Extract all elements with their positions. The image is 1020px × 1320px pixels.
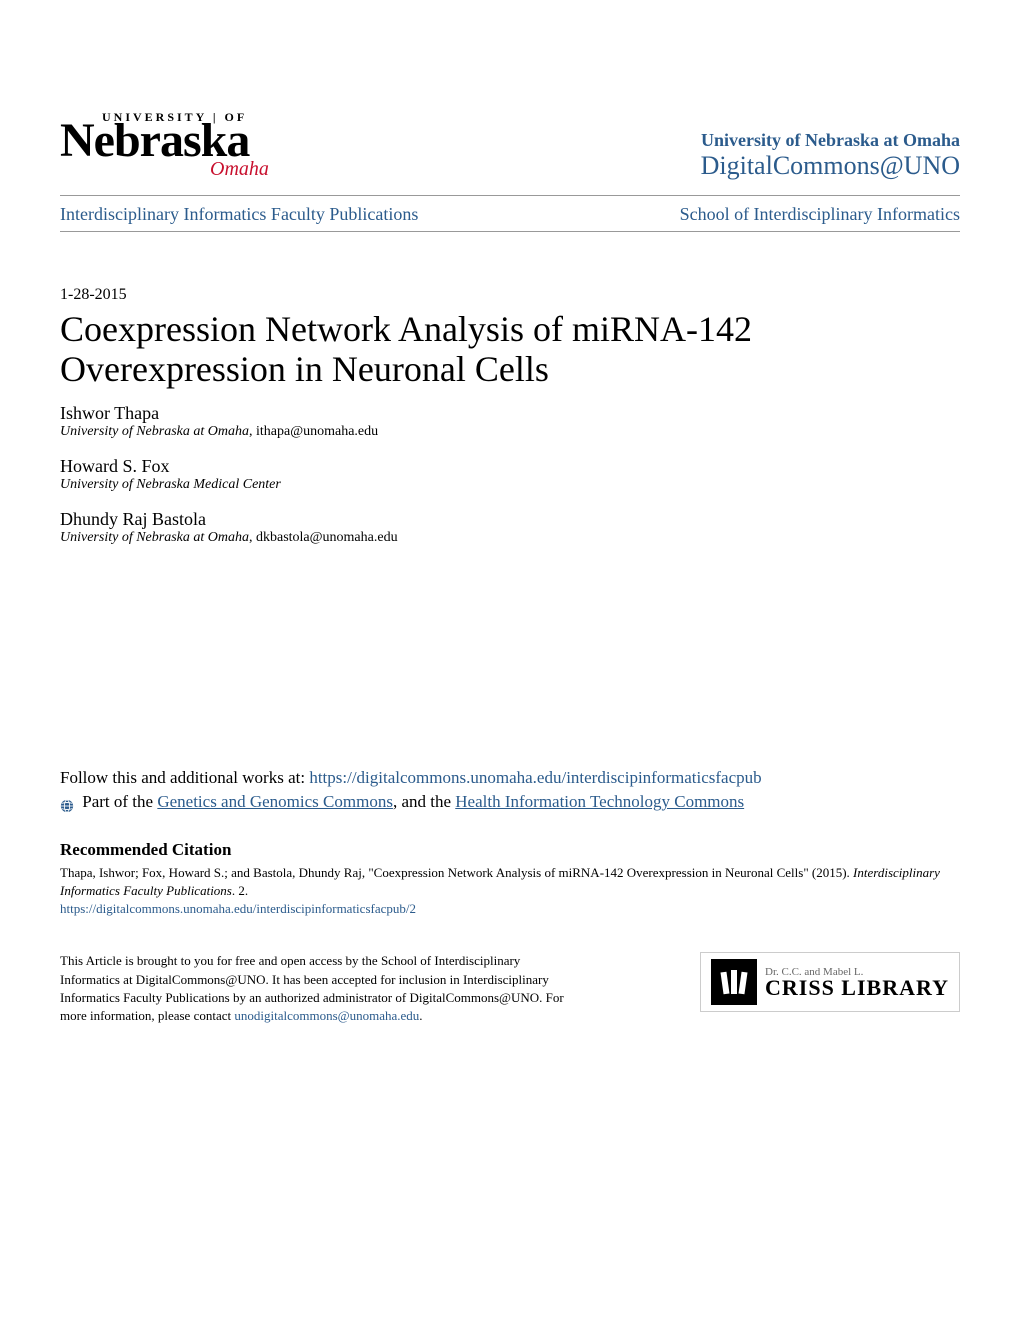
logo-subtext: Omaha — [210, 158, 269, 181]
part-lead: Part of the — [82, 792, 157, 811]
header: UNIVERSITY | OF Nebraska Omaha Universit… — [60, 110, 960, 181]
follow-url-link[interactable]: https://digitalcommons.unomaha.edu/inter… — [309, 768, 761, 787]
author-block-2: Howard S. Fox University of Nebraska Med… — [60, 456, 960, 493]
footer-text-part2: . — [419, 1008, 422, 1023]
logo-text: Nebraska — [60, 119, 249, 162]
university-logo: UNIVERSITY | OF Nebraska Omaha — [60, 110, 269, 181]
contact-email-link[interactable]: unodigitalcommons@unomaha.edu — [234, 1008, 419, 1023]
follow-lead: Follow this and additional works at: — [60, 768, 309, 787]
author-name: Ishwor Thapa — [60, 403, 960, 424]
institution-block: University of Nebraska at Omaha DigitalC… — [701, 130, 960, 181]
globe-icon — [60, 796, 74, 810]
collection-link[interactable]: Interdisciplinary Informatics Faculty Pu… — [60, 204, 418, 225]
author-block-1: Ishwor Thapa University of Nebraska at O… — [60, 403, 960, 440]
commons-joiner: , and the — [393, 792, 455, 811]
author-name: Howard S. Fox — [60, 456, 960, 477]
citation-text-part1: Thapa, Ishwor; Fox, Howard S.; and Basto… — [60, 865, 853, 880]
divider-top — [60, 195, 960, 196]
commons-link-2[interactable]: Health Information Technology Commons — [455, 792, 744, 811]
author-block-3: Dhundy Raj Bastola University of Nebrask… — [60, 509, 960, 546]
author-affiliation: University of Nebraska Medical Center — [60, 477, 960, 493]
footer: This Article is brought to you for free … — [60, 952, 960, 1025]
citation-text-part2: . 2. — [232, 883, 248, 898]
citation-header: Recommended Citation — [60, 840, 960, 860]
citation-url-link[interactable]: https://digitalcommons.unomaha.edu/inter… — [60, 901, 416, 916]
follow-line: Follow this and additional works at: htt… — [60, 766, 960, 790]
footer-text: This Article is brought to you for free … — [60, 952, 580, 1025]
institution-link[interactable]: University of Nebraska at Omaha — [701, 130, 960, 151]
library-icon — [711, 959, 757, 1005]
library-name: CRISS LIBRARY — [765, 978, 949, 998]
citation-text: Thapa, Ishwor; Fox, Howard S.; and Basto… — [60, 864, 960, 900]
commons-line: Part of the Genetics and Genomics Common… — [60, 790, 960, 814]
article-title: Coexpression Network Analysis of miRNA-1… — [60, 310, 960, 389]
author-affiliation: University of Nebraska at Omaha, dkbasto… — [60, 530, 960, 546]
commons-link-1[interactable]: Genetics and Genomics Commons — [157, 792, 393, 811]
repository-link[interactable]: DigitalCommons@UNO — [701, 151, 960, 181]
author-affiliation: University of Nebraska at Omaha, ithapa@… — [60, 424, 960, 440]
school-link[interactable]: School of Interdisciplinary Informatics — [680, 204, 960, 225]
divider-bottom — [60, 231, 960, 232]
library-logo: Dr. C.C. and Mabel L. CRISS LIBRARY — [700, 952, 960, 1012]
author-name: Dhundy Raj Bastola — [60, 509, 960, 530]
breadcrumb-nav: Interdisciplinary Informatics Faculty Pu… — [60, 204, 960, 225]
follow-section: Follow this and additional works at: htt… — [60, 766, 960, 814]
publication-date: 1-28-2015 — [60, 286, 960, 304]
library-text: Dr. C.C. and Mabel L. CRISS LIBRARY — [765, 966, 949, 998]
